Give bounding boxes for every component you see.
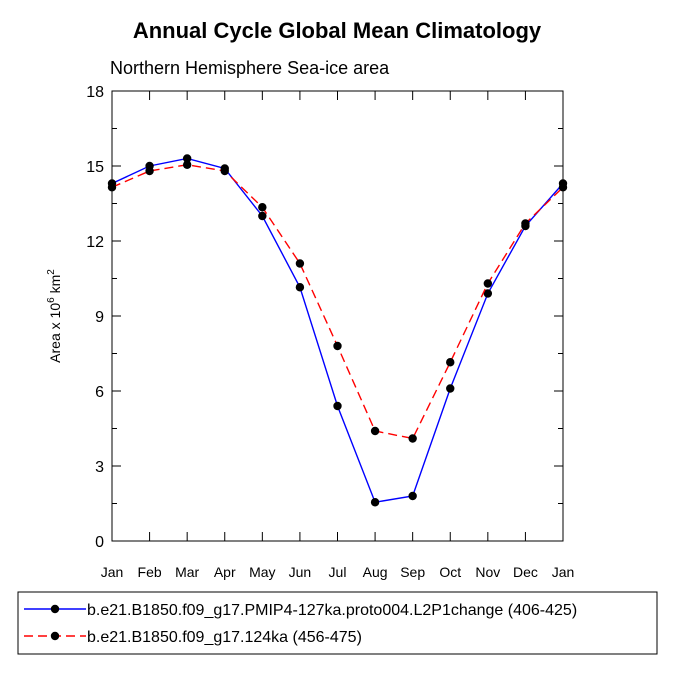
series-2-point: [295, 259, 305, 268]
legend-label-2: b.e21.B1850.f09_g17.124ka (456-475): [87, 629, 362, 646]
series-2-point: [220, 166, 229, 176]
legend: b.e21.B1850.f09_g17.PMIP4-127ka.proto004…: [17, 591, 658, 655]
series-1-point: [295, 283, 305, 292]
legend-box: [17, 591, 658, 655]
series-line-1: [111, 157, 564, 504]
y-axis-label-unit: km: [47, 275, 63, 298]
x-tick-label: Oct: [439, 564, 461, 580]
series-2-point: [107, 183, 117, 192]
x-tick-label: Nov: [475, 564, 500, 580]
series-1-point: [446, 384, 455, 393]
y-tick-label: 6: [95, 384, 104, 401]
series-2-point: [521, 219, 530, 228]
x-tick-label: Apr: [214, 564, 236, 580]
x-tick-label: May: [249, 564, 275, 580]
plot-area: 0 3 6 9 12 15 18 Jan Feb Mar Apr May Jun Jul Aug Sep Oct…: [86, 84, 574, 580]
series-2-point: [446, 358, 455, 367]
series-2-point: [145, 166, 154, 176]
y-axis-label: Area x 106 km2: [46, 269, 63, 363]
y-tick-label: 15: [86, 159, 104, 176]
y-axis-label-exponent-2: 2: [46, 269, 57, 275]
y-tick-label: 18: [86, 84, 104, 101]
x-tick-label: Sep: [400, 564, 425, 580]
series-2-point: [258, 203, 267, 212]
x-tick-label: Dec: [513, 564, 538, 580]
series-2-point: [333, 341, 342, 351]
legend-marker-1: [50, 604, 60, 614]
legend-label-1: b.e21.B1850.f09_g17.PMIP4-127ka.proto004…: [87, 602, 577, 619]
series-1-point: [258, 211, 267, 221]
series-1-point: [408, 491, 417, 501]
y-tick-label: 9: [95, 309, 104, 326]
series-2-point: [408, 434, 417, 443]
series-2-point: [370, 426, 380, 436]
series-2-point: [483, 279, 493, 288]
y-axis-label-prefix: Area x 10: [47, 303, 63, 363]
x-tick-label: Jan: [101, 564, 124, 580]
series-1-point: [370, 498, 380, 507]
x-tick-label: Aug: [363, 564, 388, 580]
y-tick-label: 12: [86, 234, 104, 251]
x-tick-label: Feb: [138, 564, 162, 580]
y-axis-label-exponent-1: 6: [46, 297, 57, 303]
series-1-point: [483, 289, 493, 298]
series-2-point: [182, 160, 192, 169]
y-tick-label: 0: [95, 534, 104, 551]
series-2-point: [558, 183, 568, 192]
x-tick-label: Jul: [329, 564, 347, 580]
x-tick-label: Jun: [289, 564, 312, 580]
series-1-point: [333, 401, 342, 411]
chart-subtitle: Northern Hemisphere Sea-ice area: [110, 58, 390, 78]
series-line-2: [111, 164, 564, 440]
x-tick-label: Jan: [552, 564, 575, 580]
y-tick-label: 3: [95, 459, 104, 476]
plot-frame: [111, 90, 564, 542]
chart-title: Annual Cycle Global Mean Climatology: [133, 18, 542, 43]
series-1-point: [182, 154, 192, 163]
legend-marker-2: [50, 631, 60, 641]
x-tick-label: Mar: [175, 564, 199, 580]
